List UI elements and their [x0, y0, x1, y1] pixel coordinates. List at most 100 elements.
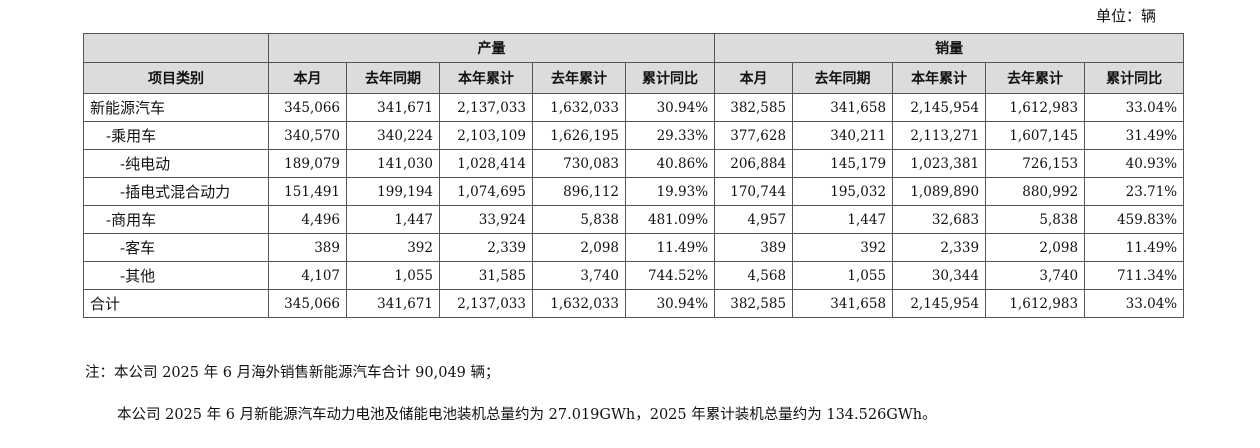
column-header: 去年同期: [346, 62, 440, 94]
row-value-cell: 33.04%: [1084, 93, 1185, 122]
row-value-cell: 33,924: [439, 205, 533, 234]
row-value-cell: 711.34%: [1084, 261, 1185, 290]
row-value-cell: 2,137,033: [439, 93, 533, 122]
row-category-cell: -商用车: [83, 205, 269, 234]
row-value-cell: 345,066: [268, 289, 347, 318]
column-header: 本年累计: [892, 62, 987, 94]
row-value-cell: 195,032: [792, 177, 894, 206]
row-value-cell: 189,079: [268, 149, 347, 178]
row-value-cell: 19.93%: [624, 177, 716, 206]
row-value-cell: 4,496: [268, 205, 347, 234]
column-header: 本月: [268, 62, 347, 94]
column-header: 去年累计: [532, 62, 626, 94]
row-value-cell: 31.49%: [1084, 121, 1185, 150]
row-value-cell: 896,112: [532, 177, 626, 206]
row-value-cell: 2,145,954: [892, 93, 987, 122]
row-value-cell: 340,570: [268, 121, 347, 150]
row-value-cell: 141,030: [346, 149, 440, 178]
row-value-cell: 345,066: [268, 93, 347, 122]
footnote-battery-installation: 本公司 2025 年 6 月新能源汽车动力电池及储能电池装机总量约为 27.01…: [117, 407, 937, 423]
row-value-cell: 151,491: [268, 177, 347, 206]
row-value-cell: 340,224: [346, 121, 440, 150]
column-header: 去年同期: [792, 62, 894, 94]
column-header: 本月: [714, 62, 794, 94]
column-header-category: 项目类别: [83, 62, 269, 94]
row-value-cell: 1,607,145: [985, 121, 1086, 150]
row-value-cell: 40.86%: [624, 149, 716, 178]
row-value-cell: 377,628: [714, 121, 794, 150]
row-value-cell: 4,568: [714, 261, 794, 290]
row-value-cell: 341,658: [792, 289, 894, 318]
row-value-cell: 2,145,954: [892, 289, 987, 318]
column-header: 去年累计: [985, 62, 1086, 94]
row-value-cell: 1,632,033: [532, 289, 626, 318]
row-value-cell: 389: [714, 233, 794, 262]
table-row: -其他 4,107 1,055 31,585 3,740 744.52% 4,568 1,05…: [83, 261, 1185, 290]
row-value-cell: 1,028,414: [439, 149, 533, 178]
row-value-cell: 880,992: [985, 177, 1086, 206]
table-row: -乘用车 340,570 340,224 2,103,109 1,626,195 29.3…: [83, 121, 1185, 150]
row-value-cell: 1,632,033: [532, 93, 626, 122]
row-value-cell: 382,585: [714, 289, 794, 318]
row-category-cell: 合计: [83, 289, 269, 318]
row-category-cell: -纯电动: [83, 149, 269, 178]
row-value-cell: 341,658: [792, 93, 894, 122]
row-value-cell: 4,957: [714, 205, 794, 234]
row-value-cell: 392: [346, 233, 440, 262]
row-value-cell: 481.09%: [624, 205, 716, 234]
row-value-cell: 2,339: [439, 233, 533, 262]
row-value-cell: 32,683: [892, 205, 987, 234]
row-value-cell: 1,023,381: [892, 149, 987, 178]
row-value-cell: 1,447: [792, 205, 894, 234]
row-value-cell: 1,074,695: [439, 177, 533, 206]
row-value-cell: 2,113,271: [892, 121, 987, 150]
row-value-cell: 170,744: [714, 177, 794, 206]
row-category-cell: -其他: [83, 261, 269, 290]
row-value-cell: 1,055: [346, 261, 440, 290]
row-value-cell: 2,103,109: [439, 121, 533, 150]
row-value-cell: 1,612,983: [985, 93, 1086, 122]
row-value-cell: 3,740: [985, 261, 1086, 290]
row-category-cell: -客车: [83, 233, 269, 262]
table-row: 合计 345,066 341,671 2,137,033 1,632,033 30.94%…: [83, 289, 1185, 318]
column-header: 累计同比: [624, 62, 716, 94]
table-row: 新能源汽车 345,066 341,671 2,137,033 1,632,033 30.…: [83, 93, 1185, 122]
row-value-cell: 206,884: [714, 149, 794, 178]
row-value-cell: 11.49%: [624, 233, 716, 262]
row-category-cell: 新能源汽车: [83, 93, 269, 122]
production-sales-table: 产量 销量 项目类别 本月 去年同期 本年累计 去年累计 累计同比 本月 去年同…: [83, 33, 1185, 318]
row-value-cell: 1,612,983: [985, 289, 1086, 318]
group-header-sales: 销量: [714, 33, 1185, 63]
row-value-cell: 5,838: [985, 205, 1086, 234]
table-row: -插电式混合动力 151,491 199,194 1,074,695 896,112 19…: [83, 177, 1185, 206]
row-value-cell: 2,098: [532, 233, 626, 262]
row-value-cell: 340,211: [792, 121, 894, 150]
row-value-cell: 31,585: [439, 261, 533, 290]
column-header-row: 项目类别 本月 去年同期 本年累计 去年累计 累计同比 本月 去年同期 本年累计…: [83, 62, 1185, 94]
row-value-cell: 389: [268, 233, 347, 262]
row-value-cell: 11.49%: [1084, 233, 1185, 262]
row-value-cell: 459.83%: [1084, 205, 1185, 234]
row-value-cell: 1,626,195: [532, 121, 626, 150]
row-value-cell: 2,339: [892, 233, 987, 262]
footnote-overseas-sales: 注：本公司 2025 年 6 月海外销售新能源汽车合计 90,049 辆；: [85, 365, 500, 381]
column-header: 累计同比: [1084, 62, 1185, 94]
row-value-cell: 730,083: [532, 149, 626, 178]
row-value-cell: 33.04%: [1084, 289, 1185, 318]
row-value-cell: 2,137,033: [439, 289, 533, 318]
table-row: -客车 389 392 2,339 2,098 11.49% 389 392 2,339 2,09…: [83, 233, 1185, 262]
row-value-cell: 29.33%: [624, 121, 716, 150]
row-value-cell: 40.93%: [1084, 149, 1185, 178]
row-category-cell: -插电式混合动力: [83, 177, 269, 206]
column-header: 本年累计: [439, 62, 533, 94]
group-header-blank: [83, 33, 269, 63]
row-value-cell: 341,671: [346, 93, 440, 122]
row-value-cell: 199,194: [346, 177, 440, 206]
table-row: -商用车 4,496 1,447 33,924 5,838 481.09% 4,957 1,4…: [83, 205, 1185, 234]
row-value-cell: 5,838: [532, 205, 626, 234]
table-row: -纯电动 189,079 141,030 1,028,414 730,083 40.86%…: [83, 149, 1185, 178]
row-value-cell: 2,098: [985, 233, 1086, 262]
group-header-row: 产量 销量: [83, 33, 1185, 63]
table-body: 新能源汽车 345,066 341,671 2,137,033 1,632,033 30.…: [83, 93, 1185, 318]
row-value-cell: 30.94%: [624, 93, 716, 122]
